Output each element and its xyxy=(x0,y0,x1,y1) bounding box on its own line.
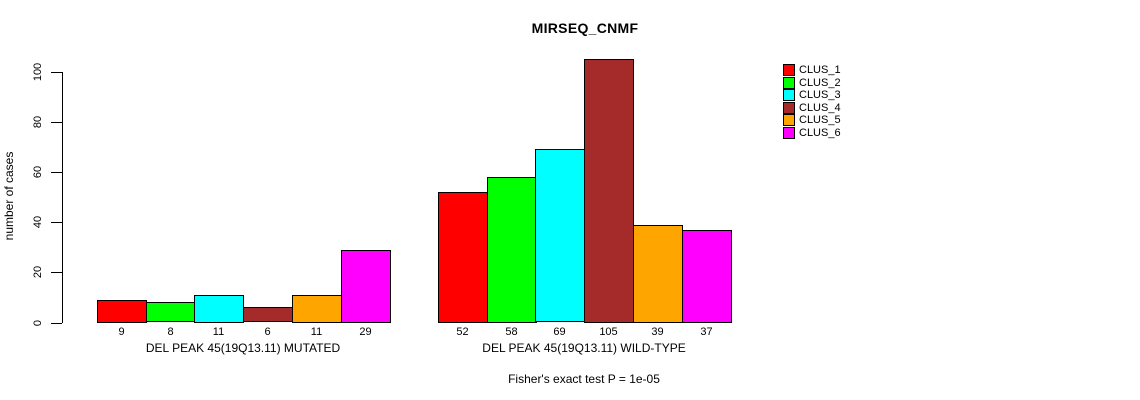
bar-value-label: 11 xyxy=(212,326,225,338)
bar-value-label: 58 xyxy=(505,326,518,338)
bar-value-label: 39 xyxy=(651,326,664,338)
y-axis-line xyxy=(62,72,63,323)
bar-value-label: 9 xyxy=(118,326,125,338)
legend-row: CLUS_5 xyxy=(783,114,841,127)
legend-label: CLUS_3 xyxy=(799,89,841,102)
legend-label: CLUS_1 xyxy=(799,64,841,77)
legend-row: CLUS_1 xyxy=(783,64,841,77)
legend-label: CLUS_5 xyxy=(799,114,841,127)
bar-value-label: 52 xyxy=(456,326,469,338)
bar xyxy=(243,307,293,322)
bar xyxy=(194,295,244,323)
y-tick xyxy=(51,72,62,73)
legend-swatch xyxy=(783,114,795,127)
legend-swatch xyxy=(783,101,795,114)
y-tick xyxy=(51,172,62,173)
legend-label: CLUS_6 xyxy=(799,126,841,139)
fisher-test-annotation: Fisher's exact test P = 1e-05 xyxy=(508,372,660,386)
legend-swatch xyxy=(783,76,795,89)
bar-value-label: 29 xyxy=(359,326,372,338)
group-label-mutated: DEL PEAK 45(19Q13.11) MUTATED xyxy=(145,341,341,355)
y-tick xyxy=(51,222,62,223)
bar xyxy=(341,250,391,323)
y-axis-title: number of cases xyxy=(2,151,16,241)
legend-swatch xyxy=(783,89,795,102)
bar xyxy=(146,302,196,322)
y-tick-label: 100 xyxy=(32,62,44,81)
bar-value-label: 6 xyxy=(264,326,271,338)
legend-label: CLUS_4 xyxy=(799,101,841,114)
y-tick-label: 80 xyxy=(32,115,44,128)
bar-value-label: 69 xyxy=(553,326,566,338)
bar xyxy=(292,295,342,323)
bar xyxy=(535,149,585,322)
legend-row: CLUS_3 xyxy=(783,89,841,102)
legend-label: CLUS_2 xyxy=(799,76,841,89)
legend-swatch xyxy=(783,64,795,77)
bar-value-label: 105 xyxy=(599,326,618,338)
y-tick-label: 60 xyxy=(32,165,44,179)
legend: CLUS_1 CLUS_2 CLUS_3 CLUS_4 CLUS_5 CLUS_6 xyxy=(783,64,841,139)
bar-value-label: 8 xyxy=(167,326,174,338)
bar xyxy=(438,192,488,323)
legend-row: CLUS_6 xyxy=(783,126,841,140)
legend-row: CLUS_2 xyxy=(783,76,841,90)
y-tick-label: 0 xyxy=(32,319,44,326)
y-tick xyxy=(51,272,62,273)
bar xyxy=(97,300,147,323)
legend-row: CLUS_4 xyxy=(783,101,841,115)
y-tick xyxy=(51,323,62,324)
y-tick-label: 20 xyxy=(32,266,44,279)
y-tick-label: 40 xyxy=(32,215,44,229)
bar xyxy=(584,59,634,323)
bar xyxy=(682,230,732,323)
bar-value-label: 37 xyxy=(700,326,713,338)
group-label-wild-type: DEL PEAK 45(19Q13.11) WILD-TYPE xyxy=(482,341,686,355)
legend-swatch xyxy=(783,126,795,139)
y-tick xyxy=(51,122,62,123)
bar-value-label: 11 xyxy=(310,326,323,338)
chart-title: MIRSEQ_CNMF xyxy=(531,20,639,36)
bar xyxy=(487,177,537,323)
bar xyxy=(633,225,683,323)
